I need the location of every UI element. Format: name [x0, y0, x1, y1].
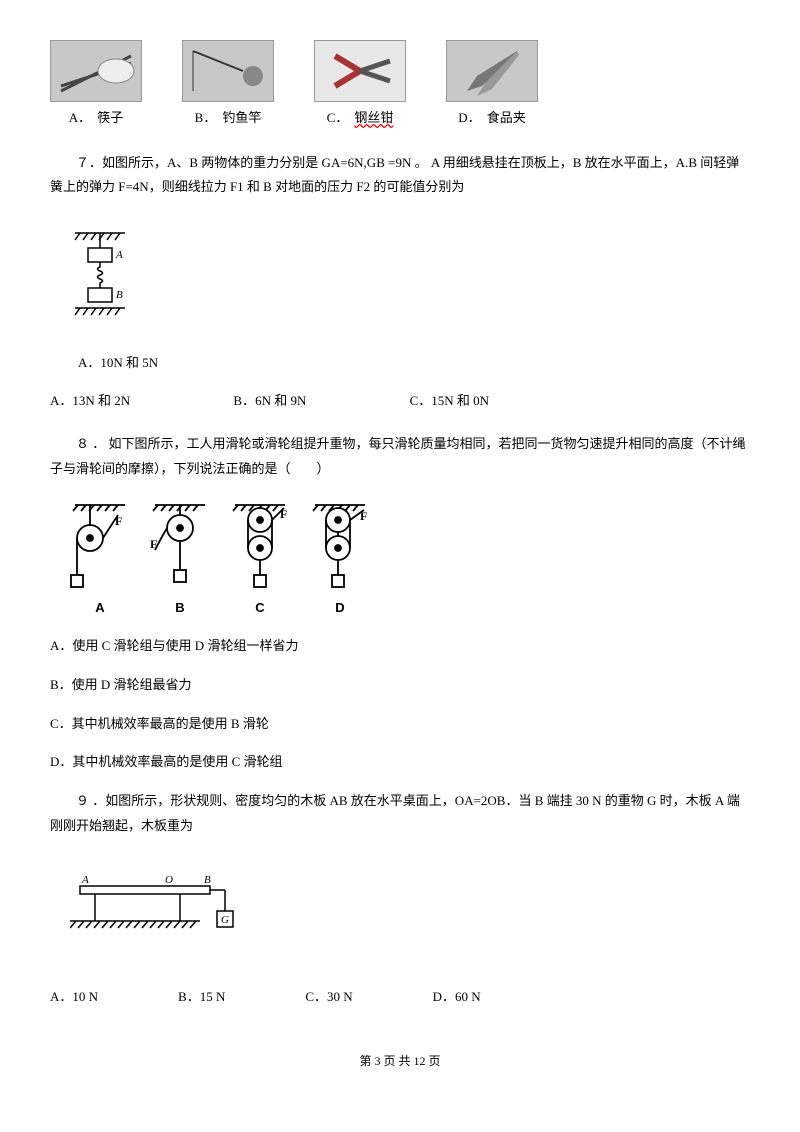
page-footer: 第 3 页 共 12 页	[50, 1050, 750, 1073]
q8-option-b: B．使用 D 滑轮组最省力	[50, 673, 750, 698]
q7-diagram: A B	[70, 228, 130, 337]
pulley-label-c: C	[255, 596, 264, 621]
svg-text:O: O	[165, 874, 173, 886]
q8-diagram: F A F B	[70, 500, 750, 621]
q8-text: ８ ． 如下图所示，工人用滑轮或滑轮组提升重物，每只滑轮质量均相同，若把同一货物…	[50, 432, 750, 481]
q7-option-a-top: A．10N 和 5N	[78, 351, 750, 376]
q7-text: ７．如图所示，A、B 两物体的重力分别是 GA=6N,GB =9N 。 A 用细…	[50, 151, 750, 200]
q8-options: A．使用 C 滑轮组与使用 D 滑轮组一样省力 B．使用 D 滑轮组最省力 C．…	[50, 634, 750, 775]
pulley-label-d: D	[335, 596, 344, 621]
food-tong-image	[446, 40, 538, 102]
chopsticks-image	[50, 40, 142, 102]
option-caption: 钢丝钳	[354, 106, 393, 131]
option-caption: 筷子	[97, 106, 123, 131]
svg-text:A: A	[81, 874, 89, 886]
option-caption: 食品夹	[487, 106, 526, 131]
tool-option-c: C． 钢丝钳	[314, 40, 406, 131]
q9-options: A．10 N B．15 N C．30 N D．60 N	[50, 985, 750, 1010]
tool-option-a: A． 筷子	[50, 40, 142, 131]
q8-option-c: C．其中机械效率最高的是使用 B 滑轮	[50, 712, 750, 737]
svg-text:F: F	[280, 507, 287, 521]
tool-options-row: A． 筷子 B． 钓鱼竿 C． 钢丝钳 D． 食品夹	[50, 40, 750, 131]
svg-text:B: B	[116, 289, 123, 301]
svg-text:F: F	[150, 537, 157, 551]
q7-options: A．13N 和 2N B．6N 和 9N C．15N 和 0N	[50, 389, 750, 414]
svg-text:A: A	[115, 249, 123, 261]
option-letter: C．	[327, 106, 349, 131]
option-letter: B．	[195, 106, 217, 131]
q9-option-c: C．30 N	[305, 985, 352, 1010]
option-letter: D．	[458, 106, 480, 131]
tool-option-b: B． 钓鱼竿	[182, 40, 274, 131]
tool-option-d: D． 食品夹	[446, 40, 538, 131]
fishing-rod-image	[182, 40, 274, 102]
option-letter: A．	[69, 106, 91, 131]
q7-option-c: C．15N 和 0N	[410, 389, 489, 414]
q7-option-a: A．13N 和 2N	[50, 389, 130, 414]
svg-text:B: B	[204, 874, 211, 886]
q8-option-d: D．其中机械效率最高的是使用 C 滑轮组	[50, 750, 750, 775]
q9-diagram: A O B G	[70, 866, 250, 955]
option-caption: 钓鱼竿	[222, 106, 261, 131]
q8-option-a: A．使用 C 滑轮组与使用 D 滑轮组一样省力	[50, 634, 750, 659]
svg-text:G: G	[221, 914, 229, 926]
svg-text:F: F	[360, 509, 367, 523]
pliers-image	[314, 40, 406, 102]
q9-option-d: D．60 N	[433, 985, 481, 1010]
pulley-label-b: B	[175, 596, 184, 621]
q9-option-b: B．15 N	[178, 985, 225, 1010]
q9-option-a: A．10 N	[50, 985, 98, 1010]
pulley-label-a: A	[95, 596, 104, 621]
q7-option-b: B．6N 和 9N	[233, 389, 306, 414]
svg-text:F: F	[115, 514, 122, 528]
q9-text: ９ ．如图所示，形状规则、密度均匀的木板 AB 放在水平桌面上，OA=2OB．当…	[50, 789, 750, 838]
